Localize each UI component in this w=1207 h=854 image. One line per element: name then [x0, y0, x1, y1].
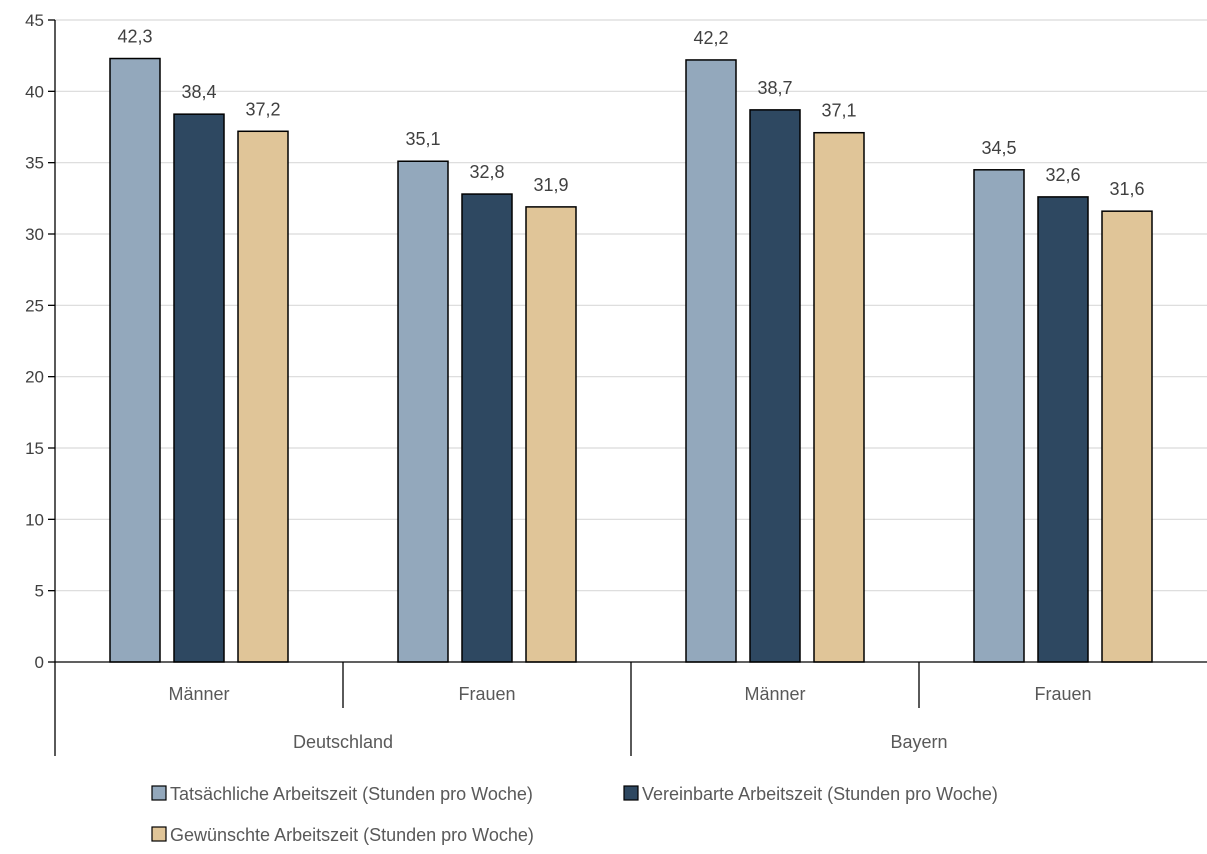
legend-swatch: [151, 826, 167, 842]
y-tick-label: 25: [25, 296, 44, 315]
bar: [813, 131, 865, 663]
y-tick-label: 40: [25, 82, 44, 101]
legend-label: Vereinbarte Arbeitszeit (Stunden pro Woc…: [642, 784, 998, 804]
bar: [525, 206, 577, 663]
legend: Tatsächliche Arbeitszeit (Stunden pro Wo…: [151, 784, 998, 845]
data-labels: 42,3 38,4 37,2 35,1 32,8 31,9 42,2 38,7 37,1 34,5…: [117, 27, 1144, 200]
bars: [109, 57, 1153, 663]
bar: [461, 193, 513, 663]
data-label: 31,6: [1109, 179, 1144, 199]
bar: [173, 113, 225, 663]
x-category-label: Männer: [168, 684, 229, 704]
data-label: 34,5: [981, 138, 1016, 158]
data-label: 37,2: [245, 99, 280, 119]
y-tick-label: 0: [35, 653, 44, 672]
bar: [973, 169, 1025, 663]
x-group-label: Bayern: [890, 732, 947, 752]
x-category-label: Männer: [744, 684, 805, 704]
data-label: 35,1: [405, 129, 440, 149]
data-label: 32,8: [469, 162, 504, 182]
legend-swatch: [623, 785, 639, 801]
y-tick-label: 15: [25, 439, 44, 458]
bar: [237, 130, 289, 663]
data-label: 31,9: [533, 175, 568, 195]
data-label: 32,6: [1045, 165, 1080, 185]
y-tick-label: 20: [25, 368, 44, 387]
y-tick-label: 30: [25, 225, 44, 244]
bar: [397, 160, 449, 663]
y-tick-label: 10: [25, 510, 44, 529]
legend-label: Gewünschte Arbeitszeit (Stunden pro Woch…: [170, 825, 534, 845]
data-label: 37,1: [821, 101, 856, 121]
x-category-label: Frauen: [458, 684, 515, 704]
legend-swatch: [151, 785, 167, 801]
data-label: 42,2: [693, 28, 728, 48]
y-tick-label: 5: [35, 582, 44, 601]
y-tick-label: 35: [25, 154, 44, 173]
bar: [1037, 196, 1089, 663]
data-label: 38,4: [181, 82, 216, 102]
axes: 0 5 10 15 20 25 30 35 40 45 Männer Frauen Männer Frau…: [25, 11, 1207, 756]
bar: [749, 109, 801, 663]
x-group-label: Deutschland: [293, 732, 393, 752]
legend-label: Tatsächliche Arbeitszeit (Stunden pro Wo…: [170, 784, 533, 804]
bar: [1101, 210, 1153, 663]
data-label: 42,3: [117, 27, 152, 47]
y-tick-label: 45: [25, 11, 44, 30]
data-label: 38,7: [757, 78, 792, 98]
x-category-label: Frauen: [1034, 684, 1091, 704]
bar: [685, 59, 737, 663]
gridlines: [55, 19, 1207, 592]
bar: [109, 57, 161, 663]
